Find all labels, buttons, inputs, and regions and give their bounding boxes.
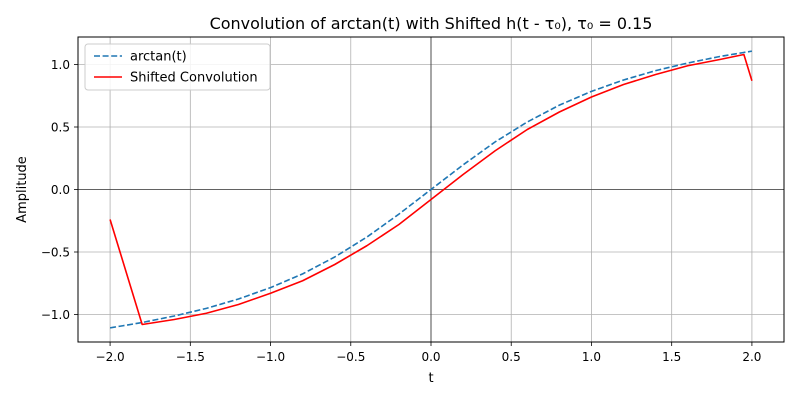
series-lines [109, 50, 753, 329]
series-line-shifted-convolution [109, 53, 753, 326]
x-axis-label: t [428, 371, 433, 386]
series-line-arctan [109, 50, 753, 329]
y-tick-label: −1.0 [41, 308, 70, 322]
x-tick-label: 0.5 [502, 350, 521, 364]
x-tick-label: −0.5 [336, 350, 365, 364]
x-tick-label: −2.0 [96, 350, 125, 364]
y-tick-label: 1.0 [51, 58, 70, 72]
x-tick-label: −1.5 [176, 350, 205, 364]
legend: arctan(t) Shifted Convolution [84, 43, 271, 91]
x-axis-ticks: −2.0 −1.5 −1.0 −0.5 0.0 0.5 1.0 1.5 2.0 [96, 342, 761, 364]
x-tick-label: 1.5 [662, 350, 681, 364]
chart-title: Convolution of arctan(t) with Shifted h(… [210, 14, 653, 33]
y-tick-label: −0.5 [41, 246, 70, 260]
x-tick-label: 0.0 [421, 350, 440, 364]
y-tick-label: 0.5 [51, 121, 70, 135]
y-axis-label: Amplitude [15, 156, 30, 223]
legend-box [84, 43, 271, 91]
x-tick-label: 1.0 [582, 350, 601, 364]
x-tick-label: 2.0 [742, 350, 761, 364]
y-tick-label: 0.0 [51, 183, 70, 197]
legend-label-shifted-convolution: Shifted Convolution [130, 71, 258, 86]
y-axis-ticks: −1.0 −0.5 0.0 0.5 1.0 [41, 58, 78, 322]
x-tick-label: −1.0 [256, 350, 285, 364]
legend-label-arctan: arctan(t) [130, 50, 187, 65]
